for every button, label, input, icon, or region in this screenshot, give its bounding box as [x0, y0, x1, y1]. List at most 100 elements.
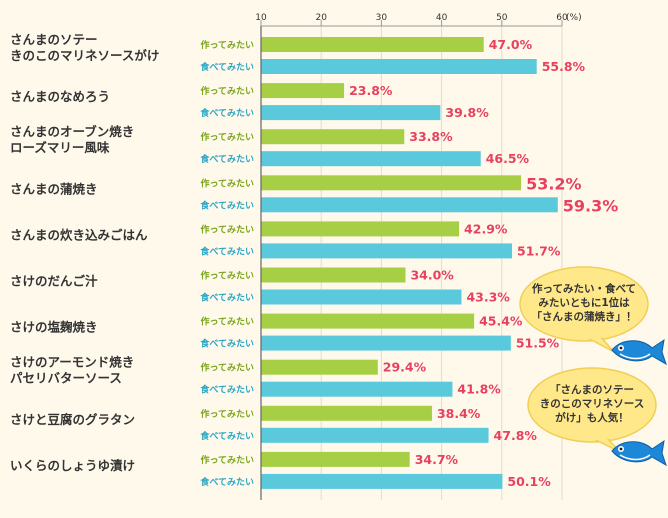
- series-label: 食べてみたい: [199, 384, 254, 396]
- tick-label: 50: [496, 13, 508, 23]
- tick-label: 30: [376, 13, 388, 23]
- bar: [261, 289, 462, 305]
- series-label: 作ってみたい: [200, 454, 254, 466]
- data-label: 51.5%: [516, 336, 560, 351]
- series-label: 作ってみたい: [200, 362, 254, 374]
- tick-label: 20: [315, 13, 327, 23]
- callout-text: 「さんまの蒲焼き」！: [532, 310, 637, 323]
- x-axis-ticks: 10 20 30 40 50 60: [255, 13, 568, 27]
- category-label: さけのアーモンド焼き: [10, 355, 134, 370]
- series-label: 食べてみたい: [199, 199, 254, 211]
- data-label: 45.4%: [479, 314, 523, 329]
- series-label: 食べてみたい: [199, 61, 254, 73]
- chart-row: さけと豆腐のグラタン 作ってみたい 38.4% 食べてみたい 47.8%: [10, 405, 538, 443]
- callout-text: みたいともに1位は: [538, 296, 630, 309]
- bar: [261, 221, 460, 237]
- fish-pupil: [619, 447, 623, 451]
- category-label: さけの塩麹焼き: [10, 320, 98, 335]
- data-label: 59.3%: [563, 196, 619, 215]
- callout-text: きのこのマリネソース: [540, 398, 644, 410]
- data-label: 46.5%: [486, 151, 530, 166]
- tick-label: 10: [255, 13, 267, 23]
- data-label: 47.0%: [489, 37, 533, 52]
- bar: [261, 243, 513, 259]
- data-label: 41.8%: [457, 382, 501, 397]
- series-label: 作ってみたい: [200, 408, 254, 420]
- data-label: 39.8%: [445, 105, 489, 120]
- callout-text: 作ってみたい・食べて: [532, 282, 636, 295]
- bar: [261, 129, 405, 145]
- data-label: 42.9%: [464, 221, 508, 236]
- bar: [261, 105, 441, 121]
- bar: [261, 83, 345, 99]
- series-label: 作ってみたい: [200, 131, 254, 143]
- category-label: さんまのなめろう: [10, 89, 110, 104]
- series-label: 食べてみたい: [199, 107, 254, 119]
- fish-body: [611, 439, 667, 467]
- chart-row: さんまのなめろう 作ってみたい 23.8% 食べてみたい 39.8%: [10, 83, 489, 121]
- bar: [261, 335, 511, 351]
- bar: [261, 359, 378, 375]
- data-label: 34.7%: [415, 452, 459, 467]
- bar: [261, 405, 432, 421]
- data-label: 51.7%: [517, 243, 561, 258]
- series-label: 食べてみたい: [199, 338, 254, 350]
- fish-body: [611, 338, 667, 366]
- fish-pupil: [619, 346, 623, 350]
- data-label: 55.8%: [542, 59, 586, 74]
- bar: [261, 197, 558, 213]
- fish-icon: [611, 439, 667, 467]
- tick-label: 60: [556, 13, 568, 23]
- data-label: 43.3%: [466, 290, 510, 305]
- category-label: さんまの炊き込みごはん: [10, 227, 148, 242]
- data-label: 34.0%: [410, 268, 454, 283]
- chart-row: いくらのしょうゆ漬け 作ってみたい 34.7% 食べてみたい 50.1%: [10, 451, 551, 489]
- category-label: さんまのソテー: [10, 32, 98, 47]
- category-label: きのこのマリネソースがけ: [10, 48, 159, 63]
- data-label: 23.8%: [349, 83, 393, 98]
- category-label: さけと豆腐のグラタン: [10, 412, 135, 427]
- bar: [261, 267, 406, 283]
- bar: [261, 427, 489, 443]
- chart-row: さけの塩麹焼き 作ってみたい 45.4% 食べてみたい 51.5%: [10, 313, 560, 351]
- series-label: 食べてみたい: [199, 153, 254, 165]
- data-label: 38.4%: [437, 406, 481, 421]
- fish-belly: [619, 353, 651, 360]
- callout-text: がけ」も人気！: [555, 411, 629, 424]
- fish-icon: [611, 338, 667, 366]
- series-label: 作ってみたい: [200, 223, 254, 235]
- bar: [261, 175, 522, 191]
- callout-text: 「さんまのソテー: [550, 383, 634, 396]
- bar: [261, 451, 410, 467]
- category-label: さんまの蒲焼き: [10, 181, 98, 196]
- chart-row: さんまの炊き込みごはん 作ってみたい 42.9% 食べてみたい 51.7%: [10, 221, 561, 259]
- fish-belly: [619, 454, 651, 461]
- data-label: 33.8%: [409, 129, 453, 144]
- bar: [261, 151, 481, 167]
- category-label: いくらのしょうゆ漬け: [10, 458, 135, 473]
- series-label: 食べてみたい: [199, 245, 254, 257]
- chart-row: さんまの蒲焼き 作ってみたい 53.2% 食べてみたい 59.3%: [10, 174, 618, 215]
- series-label: 作ってみたい: [200, 316, 254, 328]
- data-label: 53.2%: [526, 174, 582, 193]
- data-label: 29.4%: [383, 360, 427, 375]
- series-label: 作ってみたい: [200, 85, 254, 97]
- bar: [261, 381, 453, 397]
- bubble-fill: [522, 269, 646, 339]
- series-label: 作ってみたい: [200, 270, 254, 282]
- series-label: 食べてみたい: [199, 476, 254, 488]
- bubble-fill: [530, 370, 654, 440]
- data-label: 47.8%: [494, 428, 538, 443]
- series-label: 食べてみたい: [199, 430, 254, 442]
- data-label: 50.1%: [507, 474, 551, 489]
- bar: [261, 313, 475, 329]
- chart-row: さけのだんご汁 作ってみたい 34.0% 食べてみたい 43.3%: [10, 267, 510, 305]
